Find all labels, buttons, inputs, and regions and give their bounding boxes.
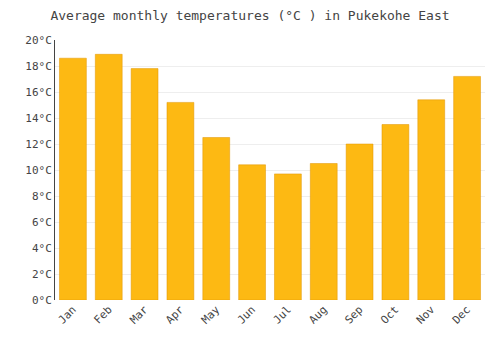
svg-text:Aug: Aug [307, 303, 330, 326]
svg-text:8°C: 8°C [32, 190, 52, 203]
svg-text:0°C: 0°C [32, 294, 52, 307]
svg-text:14°C: 14°C [25, 112, 52, 125]
svg-text:6°C: 6°C [32, 216, 52, 229]
svg-text:18°C: 18°C [25, 60, 52, 73]
svg-text:Average monthly temperatures (: Average monthly temperatures (°C ) in Pu… [50, 8, 449, 23]
svg-text:Oct: Oct [378, 303, 401, 326]
svg-text:Mar: Mar [127, 303, 151, 327]
svg-text:Feb: Feb [92, 303, 115, 326]
svg-text:Nov: Nov [414, 303, 438, 327]
svg-text:Jul: Jul [271, 303, 294, 326]
svg-text:Jun: Jun [235, 303, 258, 326]
svg-text:May: May [199, 303, 223, 327]
svg-text:10°C: 10°C [25, 164, 52, 177]
svg-text:2°C: 2°C [32, 268, 52, 281]
svg-text:4°C: 4°C [32, 242, 52, 255]
svg-text:12°C: 12°C [25, 138, 52, 151]
svg-text:16°C: 16°C [25, 86, 52, 99]
svg-text:Dec: Dec [450, 303, 473, 326]
svg-text:Sep: Sep [342, 303, 365, 326]
svg-text:Jan: Jan [56, 303, 79, 326]
svg-text:Apr: Apr [163, 303, 187, 327]
svg-text:20°C: 20°C [25, 34, 52, 47]
